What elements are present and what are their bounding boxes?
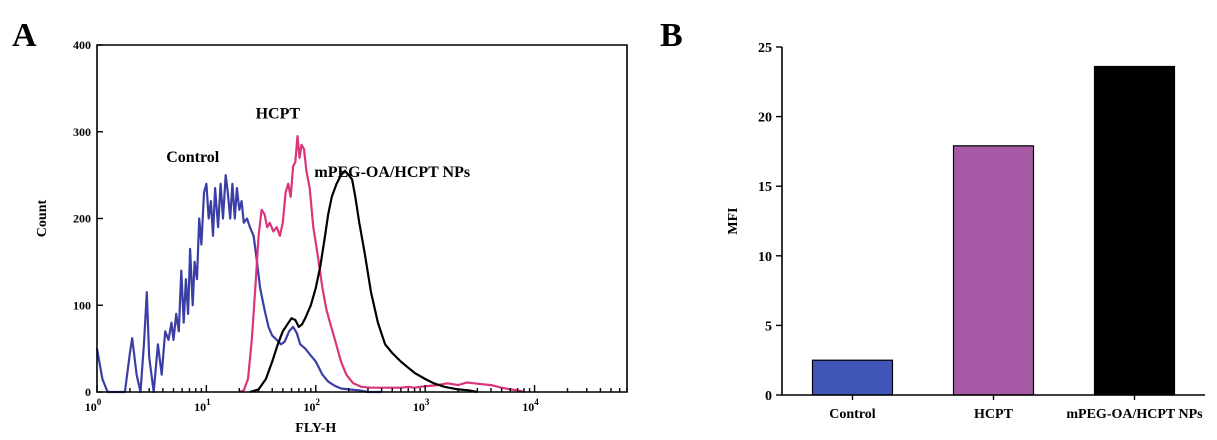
bar-control [811, 359, 894, 396]
x-tick-label: 100 [85, 397, 102, 414]
histogram-series-2 [249, 169, 478, 394]
bar-y-ticks: 0 5 10 15 20 25 [758, 41, 782, 404]
x-axis-label: FLY-H [295, 421, 336, 436]
x-tick-label: 104 [522, 397, 539, 414]
bar-category-label: mPEG-OA/HCPT NPs [1066, 407, 1203, 422]
bar-y-tick-label: 25 [758, 41, 772, 56]
panel-label-b: B [660, 17, 683, 54]
bar-group [811, 65, 1176, 396]
bar-y-tick-label: 15 [758, 180, 772, 195]
histogram-annotations: Control HCPT mPEG-OA/HCPT NPs [166, 106, 470, 181]
histogram-series-group [95, 135, 525, 394]
bar-mpeg-oa-hcpt-nps [1093, 65, 1176, 396]
y-tick-label: 400 [73, 38, 91, 52]
bar-category-label: HCPT [974, 407, 1014, 422]
y-tick-label: 300 [73, 125, 91, 139]
bar-y-tick-label: 0 [765, 389, 772, 404]
histogram-y-ticks: 0 100 200 300 400 [73, 38, 103, 399]
y-tick-label: 200 [73, 212, 91, 226]
panel-label-a: A [12, 17, 37, 54]
bar-y-axis-label: MFI [726, 207, 741, 234]
x-tick-label: 103 [413, 397, 430, 414]
series-annotation: mPEG-OA/HCPT NPs [314, 164, 470, 181]
series-annotation: HCPT [256, 106, 301, 123]
bar-y-tick-label: 20 [758, 111, 772, 126]
bar-y-tick-label: 10 [758, 250, 772, 265]
bar-y-tick-label: 5 [765, 319, 772, 334]
bar-category-labels: Control HCPT mPEG-OA/HCPT NPs [829, 395, 1203, 422]
series-annotation: Control [166, 149, 220, 166]
y-axis-label: Count [35, 199, 50, 237]
histogram-series-0 [95, 174, 382, 394]
bar-hcpt [952, 145, 1035, 396]
histogram-series-1 [238, 135, 525, 394]
bar-panel: 0 5 10 15 20 25 Control HCPT mPEG-OA/HCPT NPs M… [726, 41, 1205, 422]
y-tick-label: 100 [73, 298, 91, 312]
x-tick-label: 102 [304, 397, 321, 414]
x-tick-label: 101 [194, 397, 211, 414]
bar-category-label: Control [829, 407, 876, 422]
y-tick-label: 0 [85, 385, 91, 399]
histogram-axes [96, 44, 628, 393]
